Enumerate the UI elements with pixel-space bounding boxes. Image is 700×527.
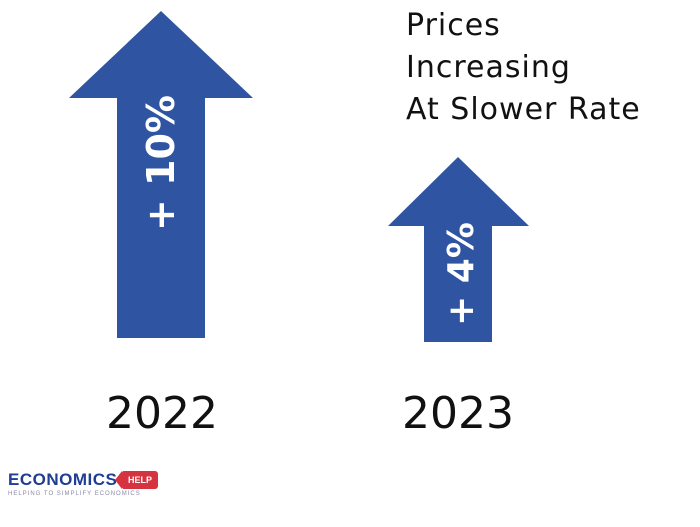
year-2022-label: 2022 [106, 388, 218, 439]
slide-title: Prices Increasing At Slower Rate [406, 5, 641, 131]
title-line: At Slower Rate [406, 92, 641, 127]
logo-tagline: HELPING TO SIMPLIFY ECONOMICS [8, 491, 141, 497]
title-line: Prices [406, 8, 501, 43]
title-line: Increasing [406, 50, 571, 85]
logo-tag: HELP [115, 471, 158, 489]
arrow-2022-label: + 10% [139, 94, 183, 232]
arrow-2023-label: + 4% [441, 222, 482, 326]
arrow-2023 [388, 157, 529, 342]
economics-help-logo: ECONOMICS HELP HELPING TO SIMPLIFY ECONO… [8, 470, 158, 504]
arrow-2022 [69, 11, 253, 338]
year-2023-label: 2023 [402, 388, 514, 439]
logo-word: ECONOMICS [8, 470, 118, 489]
